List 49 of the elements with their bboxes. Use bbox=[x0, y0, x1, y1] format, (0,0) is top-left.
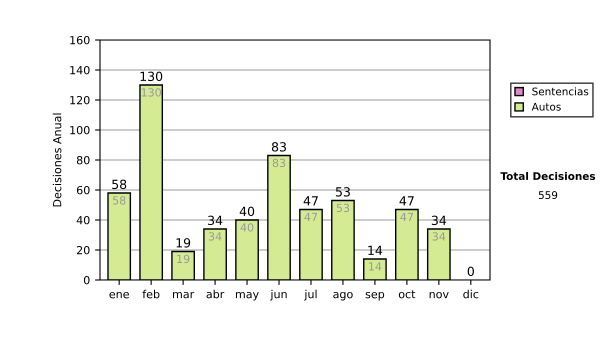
y-tick-label: 40 bbox=[76, 216, 90, 224]
x-tick-label: sep bbox=[366, 292, 384, 300]
data-label: 14 bbox=[369, 262, 382, 270]
total-label: 0 bbox=[468, 266, 474, 276]
y-tick-label: 80 bbox=[76, 156, 90, 164]
total-label: 130 bbox=[140, 72, 162, 82]
data-label: 83 bbox=[272, 158, 286, 168]
data-label: 34 bbox=[208, 232, 222, 241]
y-tick-label: 60 bbox=[76, 186, 90, 194]
x-tick-label: feb bbox=[142, 290, 160, 298]
data-label: 19 bbox=[177, 254, 190, 264]
text: 559 bbox=[538, 191, 558, 200]
y-axis-title: Decisiones Anual bbox=[52, 114, 62, 206]
total-label: 47 bbox=[400, 196, 414, 206]
x-tick-label: mar bbox=[173, 292, 194, 298]
y-tick-label: 160 bbox=[70, 36, 90, 44]
data-label: 40 bbox=[240, 223, 254, 232]
y-tick-label: 0 bbox=[84, 276, 90, 284]
total-label: 14 bbox=[368, 246, 382, 255]
total-label: 83 bbox=[272, 142, 286, 152]
x-tick-label: ago bbox=[333, 292, 353, 300]
y-tick-label: 120 bbox=[70, 96, 90, 104]
x-tick-label: oct bbox=[398, 290, 416, 298]
data-label: 130 bbox=[142, 88, 162, 97]
data-label: 47 bbox=[400, 212, 414, 221]
total-label: 34 bbox=[208, 216, 222, 226]
data-label: 53 bbox=[336, 204, 350, 212]
x-tick-label: jun bbox=[270, 290, 287, 300]
y-tick-label: 100 bbox=[70, 126, 90, 134]
y-tick-label: 20 bbox=[76, 246, 90, 254]
x-tick-label: dic bbox=[463, 290, 478, 298]
total-label: 19 bbox=[176, 238, 190, 248]
total-label: 40 bbox=[240, 206, 254, 216]
total-label: 53 bbox=[336, 187, 350, 197]
data-label: 58 bbox=[112, 196, 126, 205]
x-tick-label: nov bbox=[430, 292, 449, 298]
x-tick-label: abr bbox=[206, 290, 224, 298]
text: Total Decisiones bbox=[500, 172, 596, 180]
legend-label: Autos bbox=[532, 102, 561, 111]
total-label: 34 bbox=[432, 216, 446, 226]
x-tick-label: ene bbox=[109, 292, 129, 298]
data-label: 47 bbox=[304, 212, 318, 221]
legend-label: Sentencias bbox=[532, 87, 588, 96]
x-tick-label: may bbox=[236, 292, 259, 300]
y-tick-label: 140 bbox=[70, 66, 90, 74]
x-tick-label: jul bbox=[304, 290, 317, 300]
data-label: 34 bbox=[432, 232, 446, 241]
total-label: 58 bbox=[112, 180, 126, 190]
total-label: 47 bbox=[304, 196, 318, 206]
